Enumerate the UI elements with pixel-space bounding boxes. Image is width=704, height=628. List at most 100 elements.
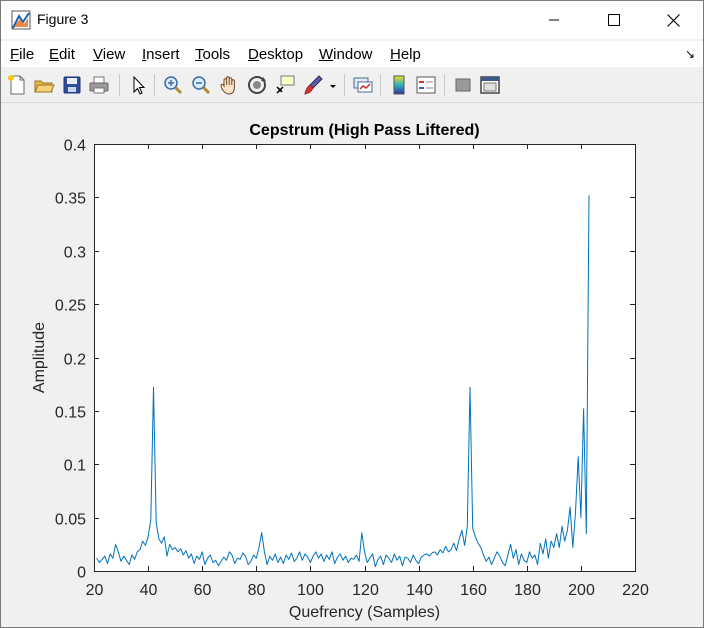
data-point: [172, 549, 173, 550]
data-point: [120, 561, 121, 562]
title-bar[interactable]: Figure 3: [1, 1, 703, 39]
data-point: [329, 559, 330, 560]
data-point: [315, 551, 316, 552]
x-tick-label: 200: [568, 582, 595, 599]
data-point: [337, 557, 338, 558]
menu-edit[interactable]: Edit: [49, 46, 75, 63]
select-arrow-icon[interactable]: [126, 73, 150, 97]
data-point: [396, 560, 397, 561]
hide-plot-tools-icon[interactable]: [451, 73, 475, 97]
data-point: [553, 547, 554, 548]
x-tick-label: 100: [297, 582, 324, 599]
data-point: [418, 563, 419, 564]
data-point: [524, 560, 525, 561]
data-point: [423, 554, 424, 555]
dock-figure-icon[interactable]: ↘: [684, 47, 695, 61]
zoom-out-icon[interactable]: [189, 73, 213, 97]
menu-tools[interactable]: Tools: [195, 46, 231, 63]
minimize-button[interactable]: [531, 1, 577, 39]
data-point: [156, 522, 157, 523]
data-point: [469, 387, 470, 388]
data-point: [532, 558, 533, 559]
menu-view[interactable]: View: [93, 46, 126, 63]
data-point: [588, 195, 589, 196]
data-point: [256, 558, 257, 559]
data-point: [323, 561, 324, 562]
matlab-figure-icon: [11, 10, 31, 30]
data-point: [153, 387, 154, 388]
data-point: [578, 456, 579, 457]
series-line[interactable]: [96, 195, 590, 568]
chart-svg[interactable]: 20 40 60 80 100 120 140 160 180 200 220 0 0.05 0.1 0.1…: [1, 103, 703, 628]
pan-hand-icon[interactable]: [217, 73, 241, 97]
data-point: [304, 553, 305, 554]
data-point: [137, 551, 138, 552]
toolbar-separator: [119, 74, 120, 96]
legend-icon[interactable]: [414, 73, 438, 97]
zoom-in-icon[interactable]: [161, 73, 185, 97]
brush-icon[interactable]: [301, 73, 325, 97]
menu-desktop[interactable]: Desktop: [248, 46, 304, 63]
data-point: [464, 545, 465, 546]
show-plot-tools-icon[interactable]: [478, 73, 502, 97]
data-point: [348, 562, 349, 563]
data-point: [218, 565, 219, 566]
data-point: [261, 532, 262, 533]
data-point: [540, 543, 541, 544]
data-point: [199, 559, 200, 560]
maximize-button[interactable]: [591, 1, 637, 39]
x-tick-label: 40: [140, 582, 158, 599]
data-point: [169, 544, 170, 545]
axes-background[interactable]: [94, 144, 635, 571]
menu-file[interactable]: File: [10, 46, 35, 63]
data-point: [188, 558, 189, 559]
data-point: [318, 558, 319, 559]
data-point: [183, 554, 184, 555]
close-button[interactable]: [650, 1, 696, 39]
menu-window[interactable]: Window: [319, 46, 373, 63]
data-point: [486, 561, 487, 562]
save-icon[interactable]: [60, 73, 84, 97]
open-file-icon[interactable]: [32, 73, 56, 97]
data-point: [104, 556, 105, 557]
data-cursor-icon[interactable]: [273, 73, 297, 97]
menu-bar: File Edit View Insert Tools Desktop Wind…: [1, 41, 703, 67]
x-tick-label: 120: [352, 582, 379, 599]
rotate-3d-icon[interactable]: [245, 73, 269, 97]
data-point: [380, 556, 381, 557]
data-point: [321, 553, 322, 554]
colorbar-icon[interactable]: [387, 73, 411, 97]
print-icon[interactable]: [87, 73, 111, 97]
data-point: [250, 561, 251, 562]
data-point: [196, 556, 197, 557]
data-point: [207, 558, 208, 559]
data-point: [426, 553, 427, 554]
data-point: [391, 562, 392, 563]
menu-insert[interactable]: Insert: [142, 46, 180, 63]
data-point: [280, 557, 281, 558]
data-point: [437, 554, 438, 555]
data-point: [515, 549, 516, 550]
data-point: [129, 564, 130, 565]
data-point: [472, 528, 473, 529]
data-point: [212, 562, 213, 563]
data-point: [518, 564, 519, 565]
menu-help[interactable]: Help: [390, 46, 421, 63]
data-point: [118, 551, 119, 552]
figure-canvas[interactable]: 20 40 60 80 100 120 140 160 180 200 220 0 0.05 0.1 0.1…: [1, 103, 703, 628]
data-point: [115, 544, 116, 545]
y-tick-label: 0: [77, 565, 86, 582]
data-point: [302, 560, 303, 561]
data-point: [405, 557, 406, 558]
link-plot-icon[interactable]: [351, 73, 375, 97]
brush-dropdown-icon[interactable]: [327, 73, 339, 97]
data-point: [310, 562, 311, 563]
data-point: [248, 564, 249, 565]
data-point: [269, 556, 270, 557]
data-point: [526, 562, 527, 563]
data-point: [234, 563, 235, 564]
data-point: [505, 565, 506, 566]
new-figure-icon[interactable]: [5, 73, 29, 97]
data-point: [461, 530, 462, 531]
data-point: [191, 553, 192, 554]
